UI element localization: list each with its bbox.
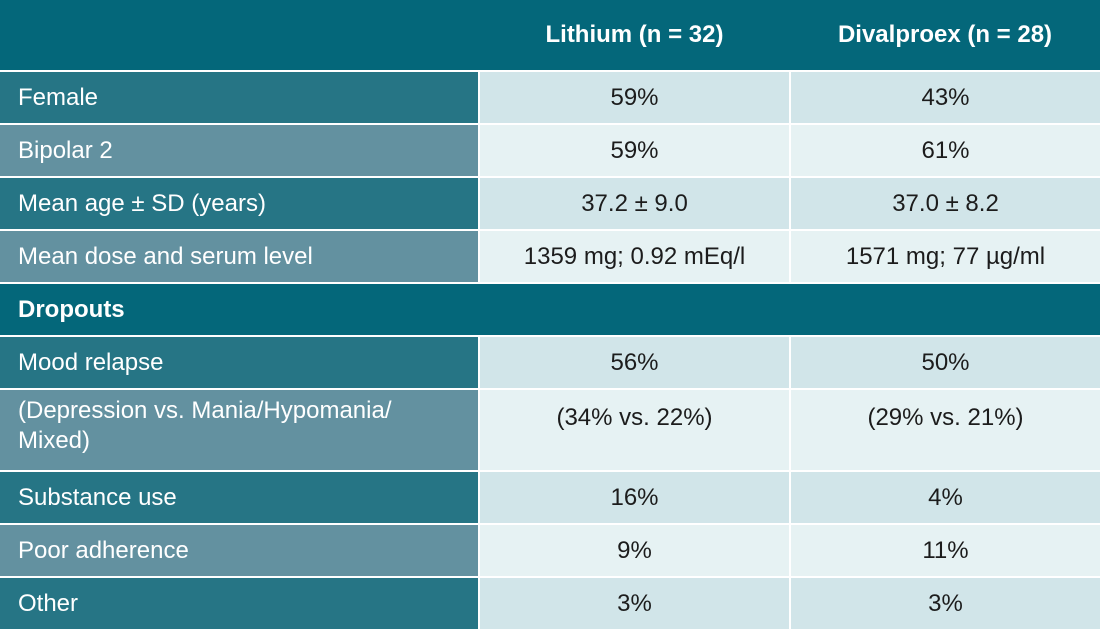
lithium-value: 59% [478, 124, 790, 178]
divalproex-value: 50% [789, 336, 1100, 390]
lithium-value: (34% vs. 22%) [478, 389, 790, 472]
divalproex-value: 4% [789, 471, 1100, 525]
table-row: Mean dose and serum level 1359 mg; 0.92 … [0, 230, 1100, 284]
divalproex-value: 61% [789, 124, 1100, 178]
row-label: Female [0, 71, 479, 125]
lithium-value: 3% [478, 577, 790, 631]
lithium-value: 37.2 ± 9.0 [478, 177, 790, 231]
divalproex-value: 3% [789, 577, 1100, 631]
divalproex-value: (29% vs. 21%) [789, 389, 1100, 472]
row-label: Mean dose and serum level [0, 230, 479, 284]
lithium-value: 59% [478, 71, 790, 125]
table-row: Poor adherence 9% 11% [0, 524, 1100, 578]
header-lithium: Lithium (n = 32) [479, 0, 790, 72]
row-label: Substance use [0, 471, 479, 525]
table-header-row: Lithium (n = 32) Divalproex (n = 28) [0, 0, 1100, 72]
section-title: Dropouts [0, 283, 1100, 337]
lithium-value: 9% [478, 524, 790, 578]
table-row: Substance use 16% 4% [0, 471, 1100, 525]
lithium-value: 56% [478, 336, 790, 390]
table-row: (Depression vs. Mania/Hypomania/ Mixed) … [0, 389, 1100, 472]
divalproex-value: 1571 mg; 77 µg/ml [789, 230, 1100, 284]
row-label: Poor adherence [0, 524, 479, 578]
lithium-value: 1359 mg; 0.92 mEq/l [478, 230, 790, 284]
table-row: Mood relapse 56% 50% [0, 336, 1100, 390]
row-label: Mood relapse [0, 336, 479, 390]
table-row: Mean age ± SD (years) 37.2 ± 9.0 37.0 ± … [0, 177, 1100, 231]
row-label: Mean age ± SD (years) [0, 177, 479, 231]
divalproex-value: 43% [789, 71, 1100, 125]
lithium-value: 16% [478, 471, 790, 525]
table-row: Bipolar 2 59% 61% [0, 124, 1100, 178]
header-empty-cell [0, 0, 479, 72]
section-row-dropouts: Dropouts [0, 283, 1100, 337]
row-label: (Depression vs. Mania/Hypomania/ Mixed) [0, 389, 479, 472]
table-row: Female 59% 43% [0, 71, 1100, 125]
row-label: Other [0, 577, 479, 631]
divalproex-value: 37.0 ± 8.2 [789, 177, 1100, 231]
row-label: Bipolar 2 [0, 124, 479, 178]
header-divalproex: Divalproex (n = 28) [790, 0, 1100, 72]
table-row: Other 3% 3% [0, 577, 1100, 631]
divalproex-value: 11% [789, 524, 1100, 578]
